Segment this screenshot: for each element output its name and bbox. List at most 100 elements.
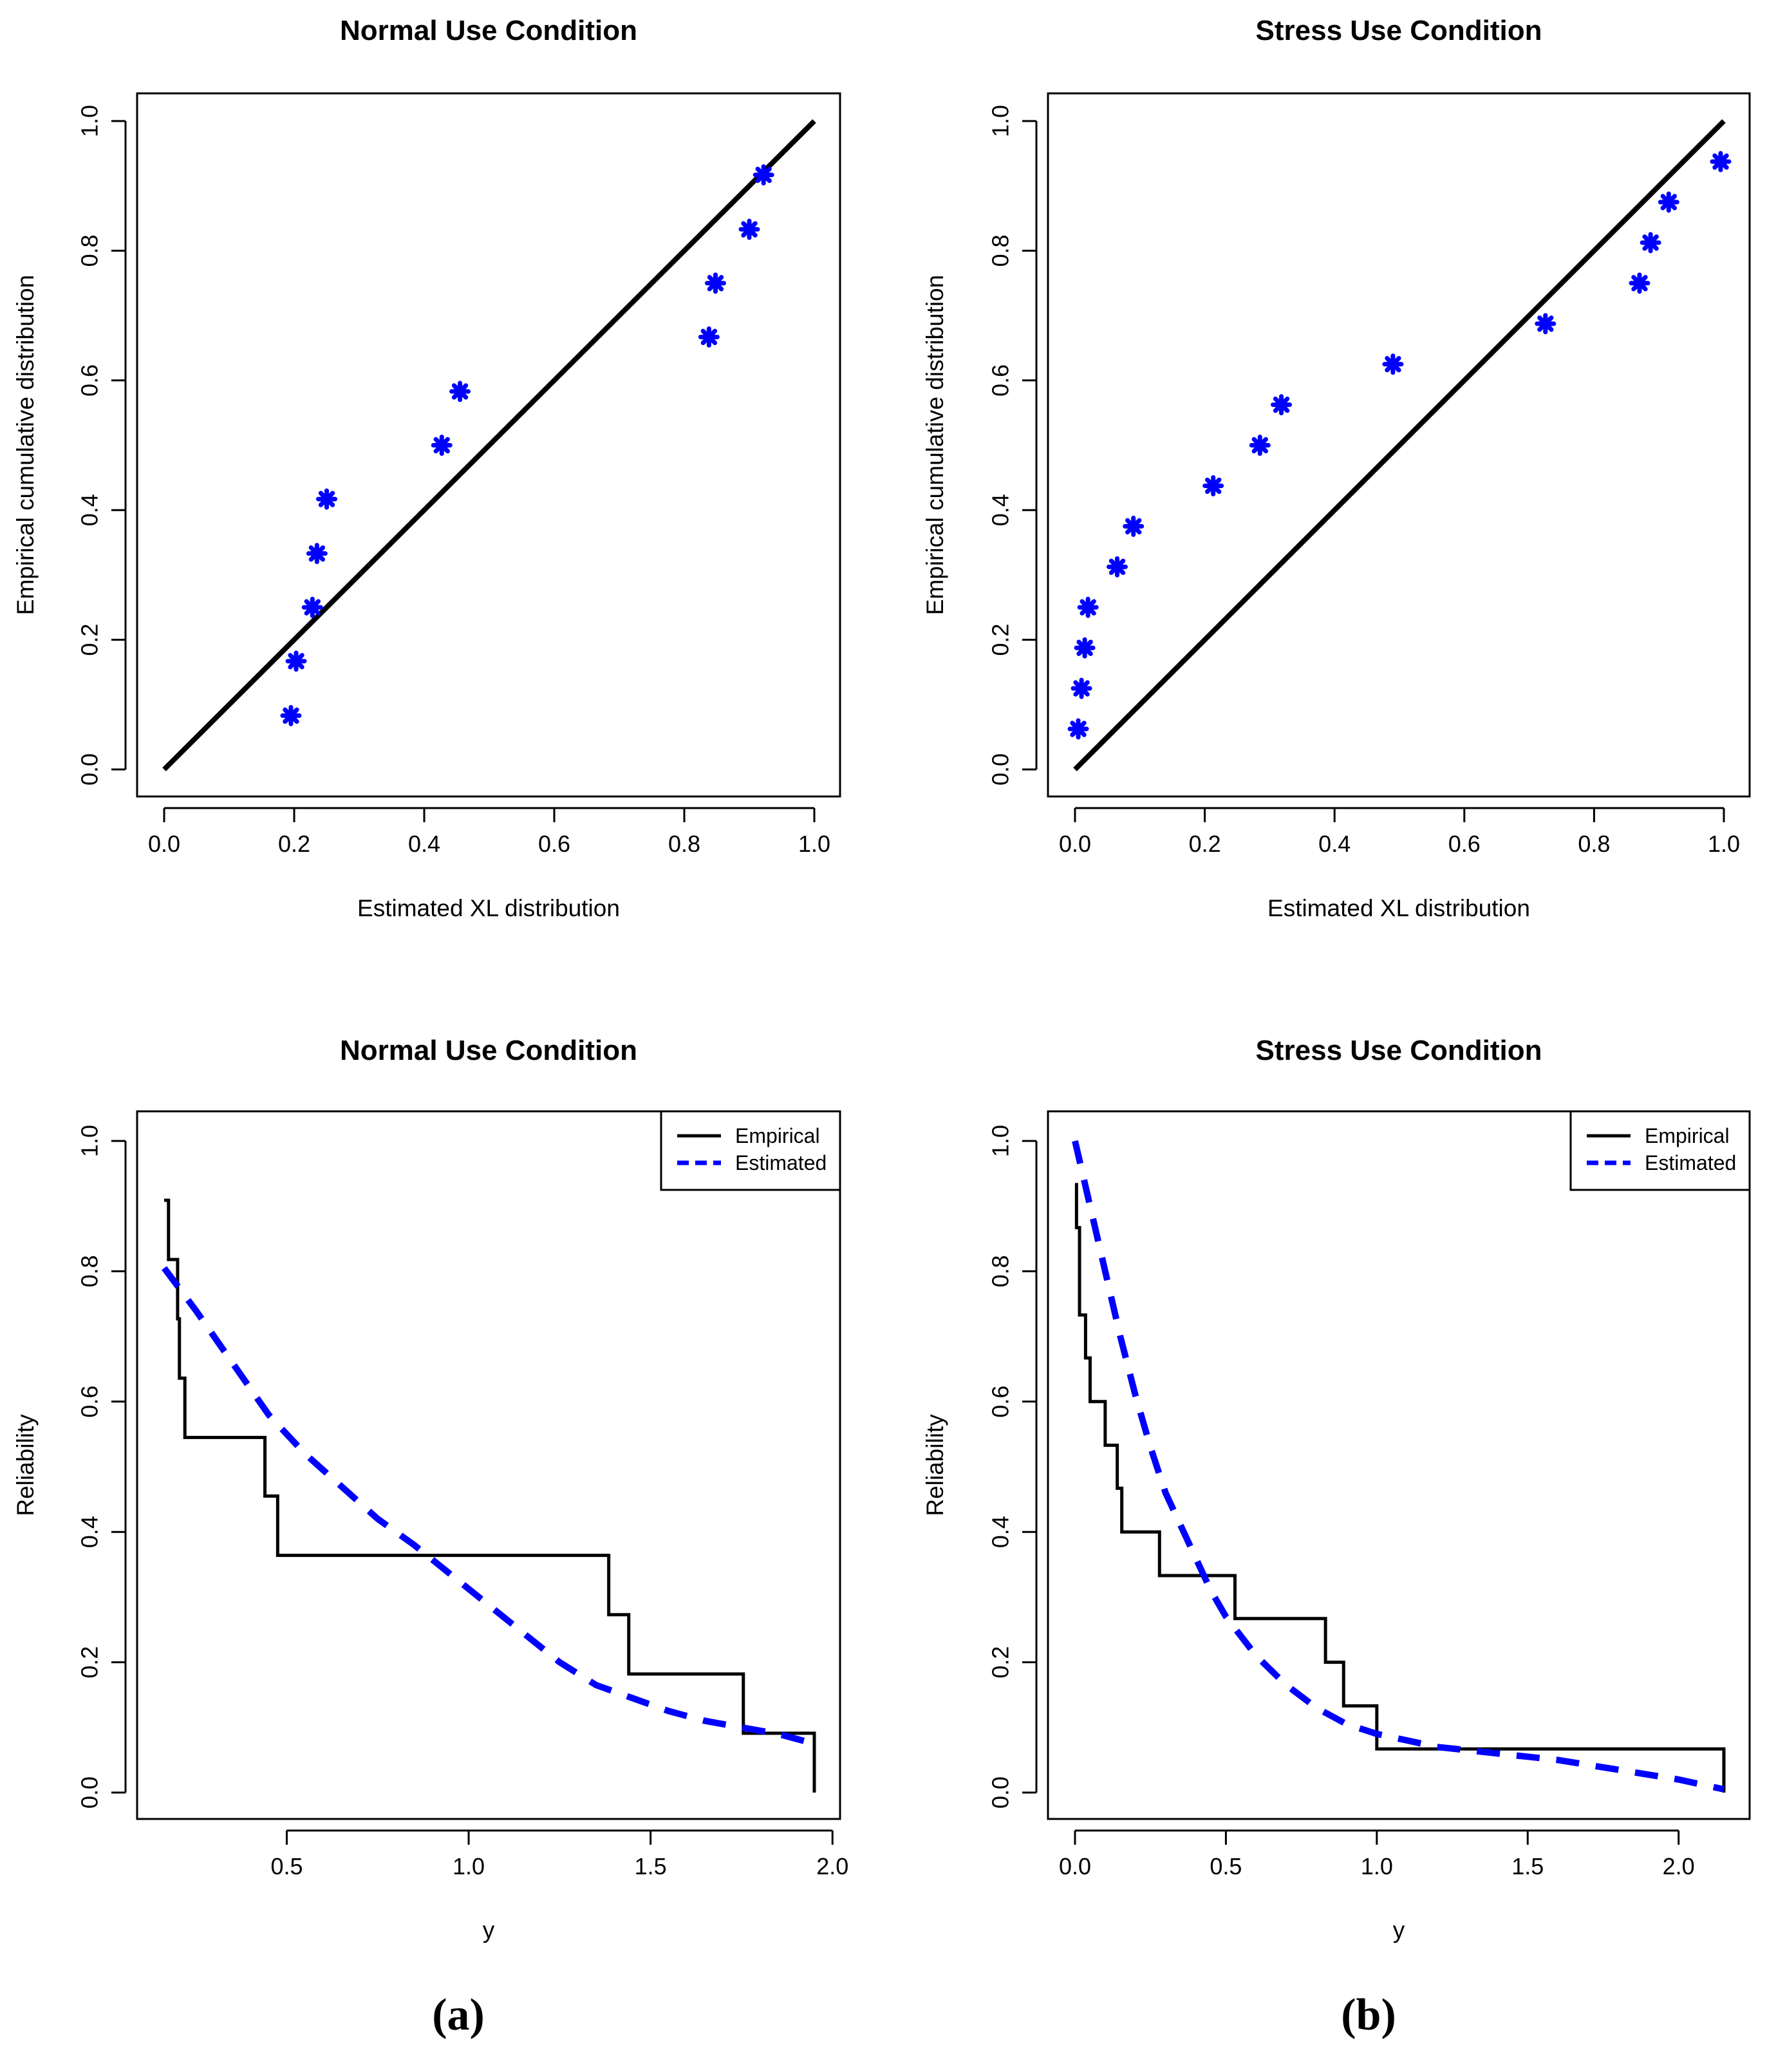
data-point (753, 164, 774, 186)
x-tick-label: 2.0 (1663, 1853, 1695, 1879)
data-point (1710, 151, 1732, 173)
y-tick-label: 0.4 (987, 1516, 1014, 1548)
legend-empirical-label: Empirical (1645, 1124, 1730, 1147)
series-empirical-line (1074, 1183, 1726, 1793)
x-axis-label: y (1393, 1917, 1405, 1943)
x-tick-label: 0.4 (408, 831, 440, 857)
series-estimated-line (1072, 1140, 1725, 1793)
y-tick-label: 0.2 (987, 624, 1014, 656)
x-tick-label: 1.0 (1361, 1853, 1393, 1879)
y-tick-label: 0.0 (77, 1776, 103, 1809)
y-tick-label: 0.4 (77, 1516, 103, 1548)
x-tick-label: 0.0 (148, 831, 180, 857)
x-tick-label: 1.0 (453, 1853, 485, 1879)
data-point (301, 596, 323, 618)
data-point (285, 650, 307, 672)
y-tick-label: 1.0 (77, 1125, 103, 1157)
x-tick-label: 0.0 (1059, 1853, 1091, 1879)
data-point (698, 326, 720, 348)
data-point (1382, 353, 1404, 375)
y-tick-label: 0.6 (77, 1386, 103, 1418)
x-tick-label: 0.6 (1448, 831, 1481, 857)
panel-label-a: (a) (432, 1990, 485, 2040)
x-tick-label: 1.5 (1511, 1853, 1544, 1879)
data-point (431, 435, 453, 456)
chart-reliability-stress: Stress Use Condition y Reliability 0.0 0.5 1.… (922, 1035, 1751, 1943)
y-tick-label: 1.0 (987, 1125, 1014, 1157)
chart-reliability-normal: Normal Use Condition y Reliability 0.5 1.0 1.… (12, 1035, 848, 1943)
data-point (280, 704, 302, 726)
data-point (1271, 394, 1293, 416)
x-tick-label: 1.5 (635, 1853, 667, 1879)
x-tick-label: 0.5 (1210, 1853, 1242, 1879)
chart-pp-normal: Normal Use Condition Estimated XL distrib… (12, 15, 841, 921)
data-point (449, 381, 471, 402)
y-tick-label: 0.0 (987, 1776, 1014, 1809)
y-tick-label: 1.0 (77, 105, 103, 137)
panel-label-b: (b) (1341, 1990, 1396, 2040)
y-axis-label: Empirical cumulative distribution (12, 275, 39, 615)
data-point (1629, 272, 1650, 294)
legend-box (660, 1110, 841, 1191)
x-tick-label: 1.0 (798, 831, 830, 857)
x-tick-label: 1.0 (1708, 831, 1740, 857)
x-axis-label: Estimated XL distribution (357, 895, 620, 921)
data-point (704, 272, 726, 294)
y-tick-label: 0.6 (77, 364, 103, 397)
series-estimated-line (161, 1266, 816, 1747)
chart-pp-stress: Stress Use Condition Estimated XL distrib… (922, 15, 1751, 921)
y-tick-label: 0.0 (987, 753, 1014, 786)
data-point (1107, 556, 1128, 578)
plot-frame (136, 92, 841, 798)
data-point (306, 543, 328, 565)
x-tick-label: 0.6 (538, 831, 570, 857)
y-tick-label: 0.4 (987, 494, 1014, 526)
x-tick-label: 0.4 (1318, 831, 1351, 857)
x-tick-label: 0.0 (1059, 831, 1091, 857)
plot-frame (136, 1110, 841, 1820)
series-empirical-line (164, 1198, 816, 1793)
y-tick-label: 1.0 (987, 105, 1014, 137)
x-tick-label: 0.2 (278, 831, 310, 857)
chart-title: Normal Use Condition (340, 1035, 637, 1066)
y-axis-label: Empirical cumulative distribution (922, 275, 948, 615)
y-tick-label: 0.2 (987, 1646, 1014, 1679)
data-point (1123, 515, 1145, 537)
y-tick-label: 0.0 (77, 753, 103, 786)
x-tick-label: 0.5 (270, 1853, 303, 1879)
data-point (1249, 435, 1271, 456)
legend-estimated-label: Estimated (735, 1151, 827, 1174)
data-point (1202, 475, 1224, 496)
legend-box (1569, 1110, 1751, 1191)
data-point (1067, 718, 1089, 740)
y-tick-label: 0.6 (987, 364, 1014, 397)
legend-estimated-label: Estimated (1645, 1151, 1736, 1174)
reference-line (162, 119, 816, 771)
y-axis-label: Reliability (922, 1414, 948, 1516)
data-point (1077, 596, 1099, 618)
x-tick-label: 0.8 (668, 831, 700, 857)
y-tick-label: 0.2 (77, 624, 103, 656)
y-axis-label: Reliability (12, 1414, 39, 1516)
y-tick-label: 0.8 (77, 1255, 103, 1287)
x-tick-label: 0.8 (1578, 831, 1610, 857)
legend-empirical-label: Empirical (735, 1124, 820, 1147)
x-tick-label: 2.0 (816, 1853, 848, 1879)
x-axis-label: Estimated XL distribution (1267, 895, 1530, 921)
reference-line (1073, 119, 1726, 771)
data-point (1640, 232, 1661, 254)
y-tick-label: 0.2 (77, 1646, 103, 1679)
data-point (738, 218, 760, 240)
y-tick-label: 0.6 (987, 1386, 1014, 1418)
y-tick-label: 0.4 (77, 494, 103, 526)
data-point (1658, 191, 1679, 213)
chart-title: Stress Use Condition (1256, 1035, 1542, 1066)
plot-frame (1047, 1110, 1751, 1820)
data-point (1535, 313, 1557, 335)
y-tick-label: 0.8 (77, 234, 103, 267)
plot-frame (1047, 92, 1751, 798)
data-point (1070, 677, 1092, 699)
y-tick-label: 0.8 (987, 234, 1014, 267)
data-point (316, 488, 337, 510)
